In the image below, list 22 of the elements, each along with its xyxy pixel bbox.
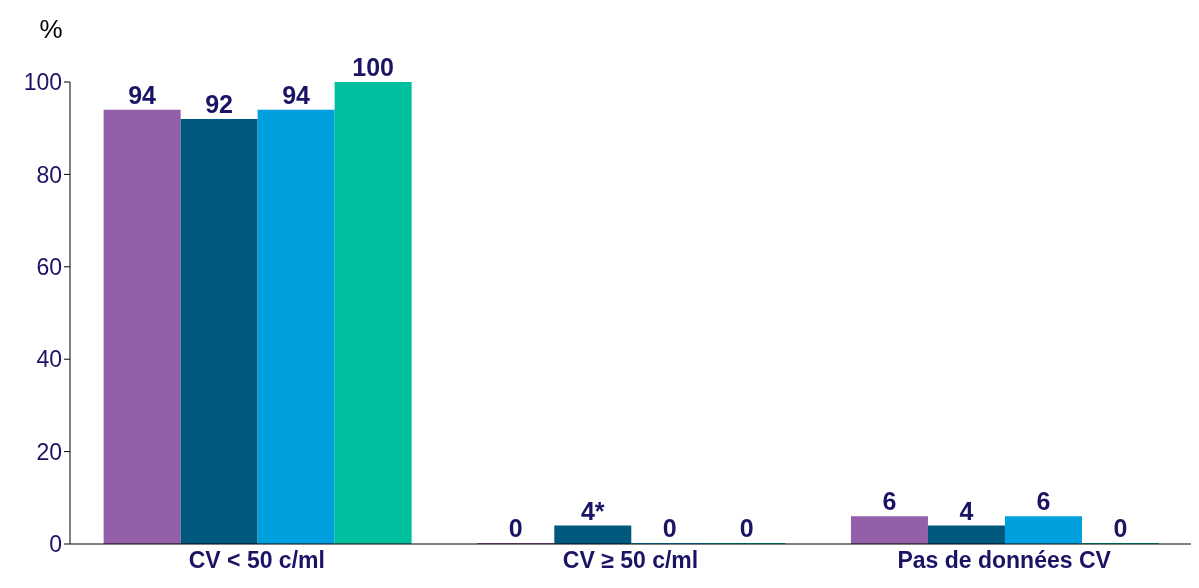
y-tick-label: 60 [36,253,62,280]
x-tick-label: Pas de données CV [897,547,1112,574]
data-label: 0 [662,514,677,542]
y-tick-label: 40 [36,346,62,373]
data-label: 4* [580,496,605,525]
data-label: 92 [205,89,234,118]
data-label: 6 [1036,487,1051,516]
data-label: 0 [508,514,523,542]
y-tick-label: 0 [49,531,62,558]
data-label: 6 [882,487,897,516]
data-label: 0 [1113,514,1128,542]
y-tick-label: 80 [36,161,62,188]
y-tick-label: 100 [23,69,62,96]
data-label: 0 [739,514,754,542]
x-tick-label: CV < 50 c/ml [188,547,325,574]
data-label: 94 [282,80,311,109]
data-label: 94 [128,80,157,109]
y-tick-label: 20 [36,438,62,465]
x-tick-label: CV ≥ 50 c/ml [562,547,699,574]
data-label: 100 [352,53,394,81]
y-axis-title: % [39,14,63,44]
data-label: 4 [959,496,974,525]
